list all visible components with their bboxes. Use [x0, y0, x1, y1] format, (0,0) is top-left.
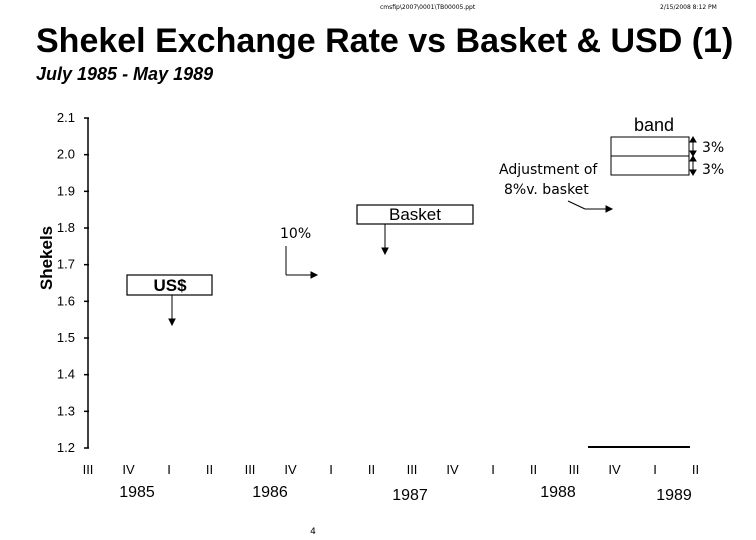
y-tick-label: 1.4 [57, 367, 75, 382]
y-tick-group: 2.1 2.0 1.9 1.8 1.7 1.6 1.5 1.4 1.3 1.2 [57, 110, 89, 455]
x-quarter-label: IV [122, 462, 135, 477]
band-label: band [634, 115, 674, 135]
x-quarter-label: I [491, 462, 495, 477]
y-tick-label: 1.9 [57, 183, 75, 198]
y-tick-label: 1.5 [57, 330, 75, 345]
adjustment-label-line1: Adjustment of [499, 162, 598, 178]
usd-arrow [168, 295, 176, 327]
x-quarter-label: II [368, 462, 375, 477]
y-tick-label: 2.0 [57, 147, 75, 162]
band-box-lower [610, 155, 690, 176]
x-quarter-label: III [569, 462, 580, 477]
x-tick-group: III IV I II III IV I II III IV I II III IV I II [83, 462, 700, 477]
basket-arrow [381, 224, 389, 256]
band-upper-percent: 3% [702, 140, 724, 156]
adjustment-label-line2: 8%v. basket [504, 182, 589, 198]
adjustment-arrow [567, 200, 614, 213]
y-tick-label: 1.7 [57, 257, 75, 272]
x-quarter-label: II [530, 462, 537, 477]
date-header: 2/15/2008 8:12 PM [660, 4, 717, 11]
y-axis-label: Shekels [37, 226, 56, 290]
x-quarter-label: IV [608, 462, 621, 477]
x-quarter-label: IV [446, 462, 459, 477]
usd-box [126, 274, 213, 296]
basket-box [356, 204, 474, 225]
band-box-upper [610, 136, 690, 157]
ten-percent-label: 10% [280, 226, 311, 242]
file-path-header: cmsfip\2007\0001\TB00005.ppt [380, 4, 476, 11]
y-tick-label: 1.8 [57, 220, 75, 235]
page-number: 4 [310, 527, 316, 537]
page-title: Shekel Exchange Rate vs Basket & USD (1) [36, 22, 734, 60]
y-tick-label: 1.3 [57, 403, 75, 418]
band-lower-percent: 3% [702, 162, 724, 178]
ten-percent-arrow [285, 246, 319, 279]
x-year-label: 1986 [252, 484, 288, 501]
y-tick-label: 1.2 [57, 440, 75, 455]
x-year-label: 1987 [392, 487, 428, 504]
basket-label: Basket [389, 205, 441, 224]
x-quarter-label: IV [284, 462, 297, 477]
x-quarter-label: II [692, 462, 699, 477]
page-subtitle: July 1985 - May 1989 [36, 64, 214, 84]
y-tick-label: 1.6 [57, 293, 75, 308]
x-quarter-label: I [167, 462, 171, 477]
x-quarter-label: III [245, 462, 256, 477]
year-label-group: 1985 1986 1987 1988 1989 [119, 484, 692, 504]
x-quarter-label: I [329, 462, 333, 477]
x-year-label: 1989 [656, 487, 692, 504]
x-year-label: 1988 [540, 484, 576, 501]
band-double-arrows [689, 136, 697, 176]
x-quarter-label: III [407, 462, 418, 477]
x-quarter-label: I [653, 462, 657, 477]
x-year-label: 1985 [119, 484, 155, 501]
y-tick-label: 2.1 [57, 110, 75, 125]
x-quarter-label: III [83, 462, 94, 477]
usd-label: US$ [153, 276, 187, 295]
x-quarter-label: II [206, 462, 213, 477]
